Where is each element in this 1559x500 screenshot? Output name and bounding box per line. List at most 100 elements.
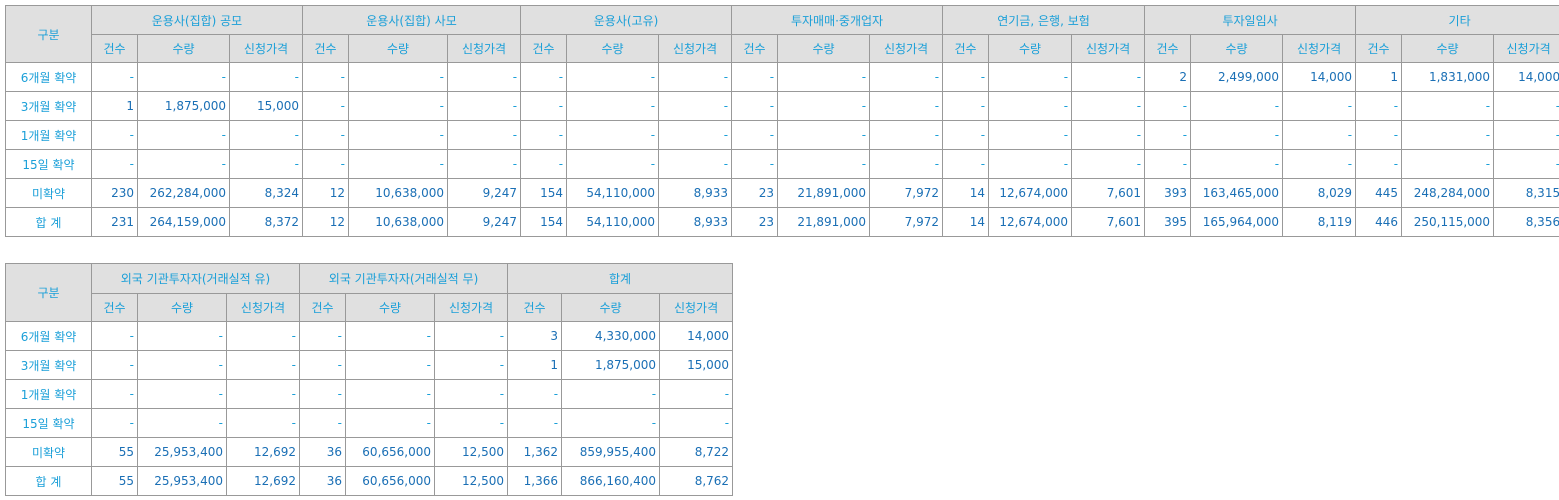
corner-header: 구분 [5,263,92,322]
table-cell: 55 [91,466,138,496]
table-cell: - [942,91,990,121]
group-header: 외국 기관투자자(거래실적 유) [90,263,301,294]
table-cell: - [1071,91,1146,121]
table-cell: - [91,379,138,409]
table-cell: - [137,149,230,179]
sub-header: 신청가격 [434,293,509,322]
table-cell: - [1282,120,1357,150]
table-body: 6개월 확약 - - - - - -3 4,330,000 14,000 3개월 확약 - - - - - -… [5,321,734,496]
table-cell: - [988,91,1073,121]
table-cell: 9,247 [447,207,522,237]
table-cell: - [348,120,449,150]
table-cell: - [137,379,227,409]
table-cell: 14,000 [1282,62,1357,92]
sub-header: 건수 [91,293,138,322]
table-cell: 60,656,000 [345,437,436,467]
sub-header: 신청가격 [659,293,734,322]
institution-demand-table-1: 구분 운용사(집합) 공모 운용사(집합) 사모 운용사(고유) 투자매매·중개… [5,5,1559,237]
table-cell: - [658,62,733,92]
table-cell: - [1144,120,1192,150]
sub-header: 건수 [302,34,350,63]
table-cell: 250,115,000 [1401,207,1495,237]
table-cell: 8,933 [658,207,733,237]
sub-header: 신청가격 [1071,34,1146,63]
row-label: 6개월 확약 [5,321,92,351]
row-label: 1개월 확약 [5,120,92,150]
table-cell: - [561,408,661,438]
table-cell: 4,330,000 [561,321,661,351]
table-cell: 1,875,000 [137,91,230,121]
table-cell: - [345,408,436,438]
group-header: 합계 [507,263,734,294]
sub-header: 건수 [1144,34,1192,63]
table-row: 1개월 확약--------------------- [5,120,1559,150]
table-cell: 9,247 [447,178,522,208]
table-cell: - [348,91,449,121]
table-cell: 36 [299,437,347,467]
table-cell: 154 [520,178,568,208]
table-cell: 154 [520,207,568,237]
table-cell: - [302,149,350,179]
sub-header: 건수 [942,34,990,63]
table-cell: - [225,350,301,380]
table-cell: 2 [1144,62,1192,92]
table-cell: - [345,379,436,409]
table-cell: - [520,91,568,121]
table-cell: - [731,120,779,150]
sub-header: 신청가격 [225,293,301,322]
table-cell: - [434,379,509,409]
table-cell: - [91,62,138,92]
table-cell: - [658,120,733,150]
table-cell: 14,000 [659,321,734,351]
table-cell: 446 [1355,207,1403,237]
row-label: 합 계 [5,207,92,237]
table-cell: - [988,62,1073,92]
sub-header: 수량 [561,293,661,322]
table-cell: - [434,408,509,438]
table-cell: - [1144,149,1192,179]
row-label: 미확약 [5,437,92,467]
table-cell: - [228,149,304,179]
table-cell: - [777,62,871,92]
table-cell: 14 [942,178,990,208]
table-cell: 25,953,400 [137,466,227,496]
table-cell: - [137,408,227,438]
sub-header: 신청가격 [1282,34,1357,63]
table-cell: - [348,62,449,92]
table-cell: 7,972 [869,207,944,237]
table-cell: 12 [302,207,350,237]
table-cell: - [659,379,734,409]
table-cell: 1,831,000 [1401,62,1495,92]
sub-header: 건수 [1355,34,1403,63]
table-cell: - [1282,91,1357,121]
sub-header: 신청가격 [447,34,522,63]
table-cell: 12,692 [225,437,301,467]
table-cell: - [507,379,563,409]
table-cell: - [507,408,563,438]
table-cell: - [1071,120,1146,150]
table-cell: 8,315 [1493,178,1559,208]
sub-header: 신청가격 [658,34,733,63]
table-row: 15일 확약 - - - - - - - - - [5,408,734,438]
table-cell: - [91,120,138,150]
table-cell: - [91,321,138,351]
table-row: 합 계 55 25,953,400 12,692 36 60,656,000 12,500 1… [5,466,734,496]
table-cell: 3 [507,321,563,351]
table-cell: - [988,120,1073,150]
group-header: 운용사(집합) 사모 [302,5,522,35]
sub-header: 신청가격 [1493,34,1559,63]
table-cell: 1,366 [507,466,563,496]
table-cell: 23 [731,178,779,208]
table-cell: - [1493,120,1559,150]
table-cell: - [1190,120,1284,150]
table-cell: 248,284,000 [1401,178,1495,208]
table-cell: 8,372 [228,207,304,237]
table-cell: - [228,62,304,92]
table-cell: 8,029 [1282,178,1357,208]
table-cell: 163,465,000 [1190,178,1284,208]
sub-header-row: 건수 수량 신청가격 건수 수량 신청가격 건수 수량 신청가격 [6,293,734,322]
table-cell: - [1355,120,1403,150]
table-cell: - [137,62,230,92]
table-cell: 7,601 [1071,178,1146,208]
table-cell: - [942,120,990,150]
